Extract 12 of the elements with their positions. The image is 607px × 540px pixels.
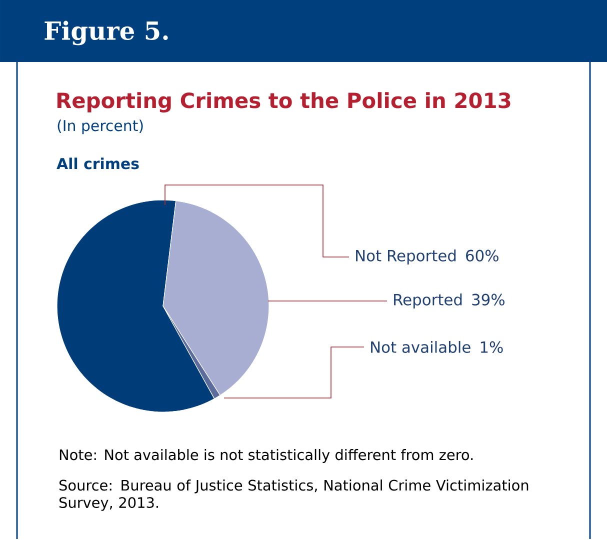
text: Note: Not available is not statistically different from zero.: [60, 449, 473, 464]
data-label: 1%: [480, 341, 503, 354]
data-label: 60%: [466, 250, 498, 262]
slice-label: Reported: [394, 294, 462, 309]
text: All crimes: [56, 158, 139, 170]
chart-subtitle: (In percent): [58, 120, 143, 134]
caption: Figure 5.: [44, 20, 168, 46]
slice-label: Not available: [371, 341, 470, 354]
source-note: Source: Bureau of Justice Statistics, National Crime Victimization Survey, 2013.: [59, 480, 528, 511]
slice-label: Not Reported: [356, 250, 456, 265]
chart-title: Reporting Crimes to the Police in 2013: [57, 92, 510, 113]
data-label: 39%: [472, 294, 504, 306]
